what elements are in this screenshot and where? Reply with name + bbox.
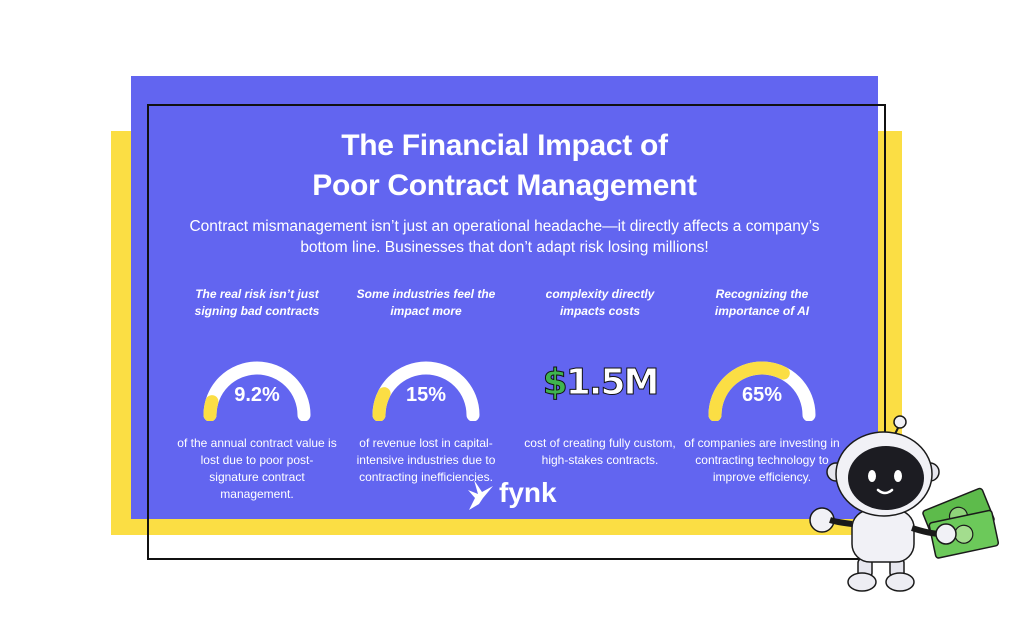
stat-heading: The real risk isn’t just signing bad con…: [194, 287, 320, 318]
stat-card-2: Some industries feel the impact more 15%…: [338, 286, 514, 486]
gauge-chart: 65%: [706, 359, 818, 421]
stat-heading: Recognizing the importance of AI: [714, 287, 810, 318]
purple-panel: [131, 76, 878, 519]
gauge-chart: 9.2%: [201, 359, 313, 421]
stat-value-large: $1.5M: [512, 359, 688, 421]
stat-value: 65%: [741, 384, 783, 406]
stat-heading: complexity directly impacts costs: [545, 287, 655, 318]
stat-card-1: The real risk isn’t just signing bad con…: [169, 286, 345, 503]
stat-description: of the annual contract value is lost due…: [177, 436, 337, 501]
title-line-2: Poor Contract Management: [312, 169, 697, 202]
stat-value: 15%: [405, 384, 447, 406]
gauge-fill: [372, 387, 391, 421]
money-bills-icon: [922, 487, 1000, 559]
stat-description: cost of creating fully custom, high-stak…: [524, 436, 676, 467]
fynk-logo: fynk: [465, 476, 565, 516]
outline-frame: [147, 104, 886, 560]
gauge-track: [203, 361, 311, 421]
page-title: The Financial Impact of Poor Contract Ma…: [131, 126, 878, 206]
stat-amount: 1.5M: [565, 362, 660, 404]
gauge-fill: [708, 361, 790, 421]
gauge-fill: [203, 395, 219, 421]
stat-card-3: complexity directly impacts costs $1.5M …: [512, 286, 688, 469]
gauge-svg: [203, 361, 311, 421]
page-subtitle: Contract mismanagement isn’t just an ope…: [189, 218, 820, 256]
robot-mascot-icon: [809, 415, 1000, 592]
logo-text: fynk: [499, 477, 557, 508]
dollar-sign: $: [542, 362, 568, 404]
gauge-svg: [708, 361, 816, 421]
gauge-chart: 15%: [370, 359, 482, 421]
stat-card-4: Recognizing the importance of AI 65% of …: [674, 286, 850, 486]
stat-description: of companies are investing in contractin…: [684, 436, 840, 484]
infographic-content: The Financial Impact of Poor Contract Ma…: [131, 76, 878, 519]
fynk-bird-logo-icon: [468, 480, 493, 510]
gauge-svg: [372, 361, 480, 421]
stat-heading: Some industries feel the impact more: [356, 287, 496, 318]
stat-description: of revenue lost in capital-intensive ind…: [356, 436, 496, 484]
title-line-1: The Financial Impact of: [341, 129, 668, 162]
stat-value: 9.2%: [234, 384, 280, 406]
